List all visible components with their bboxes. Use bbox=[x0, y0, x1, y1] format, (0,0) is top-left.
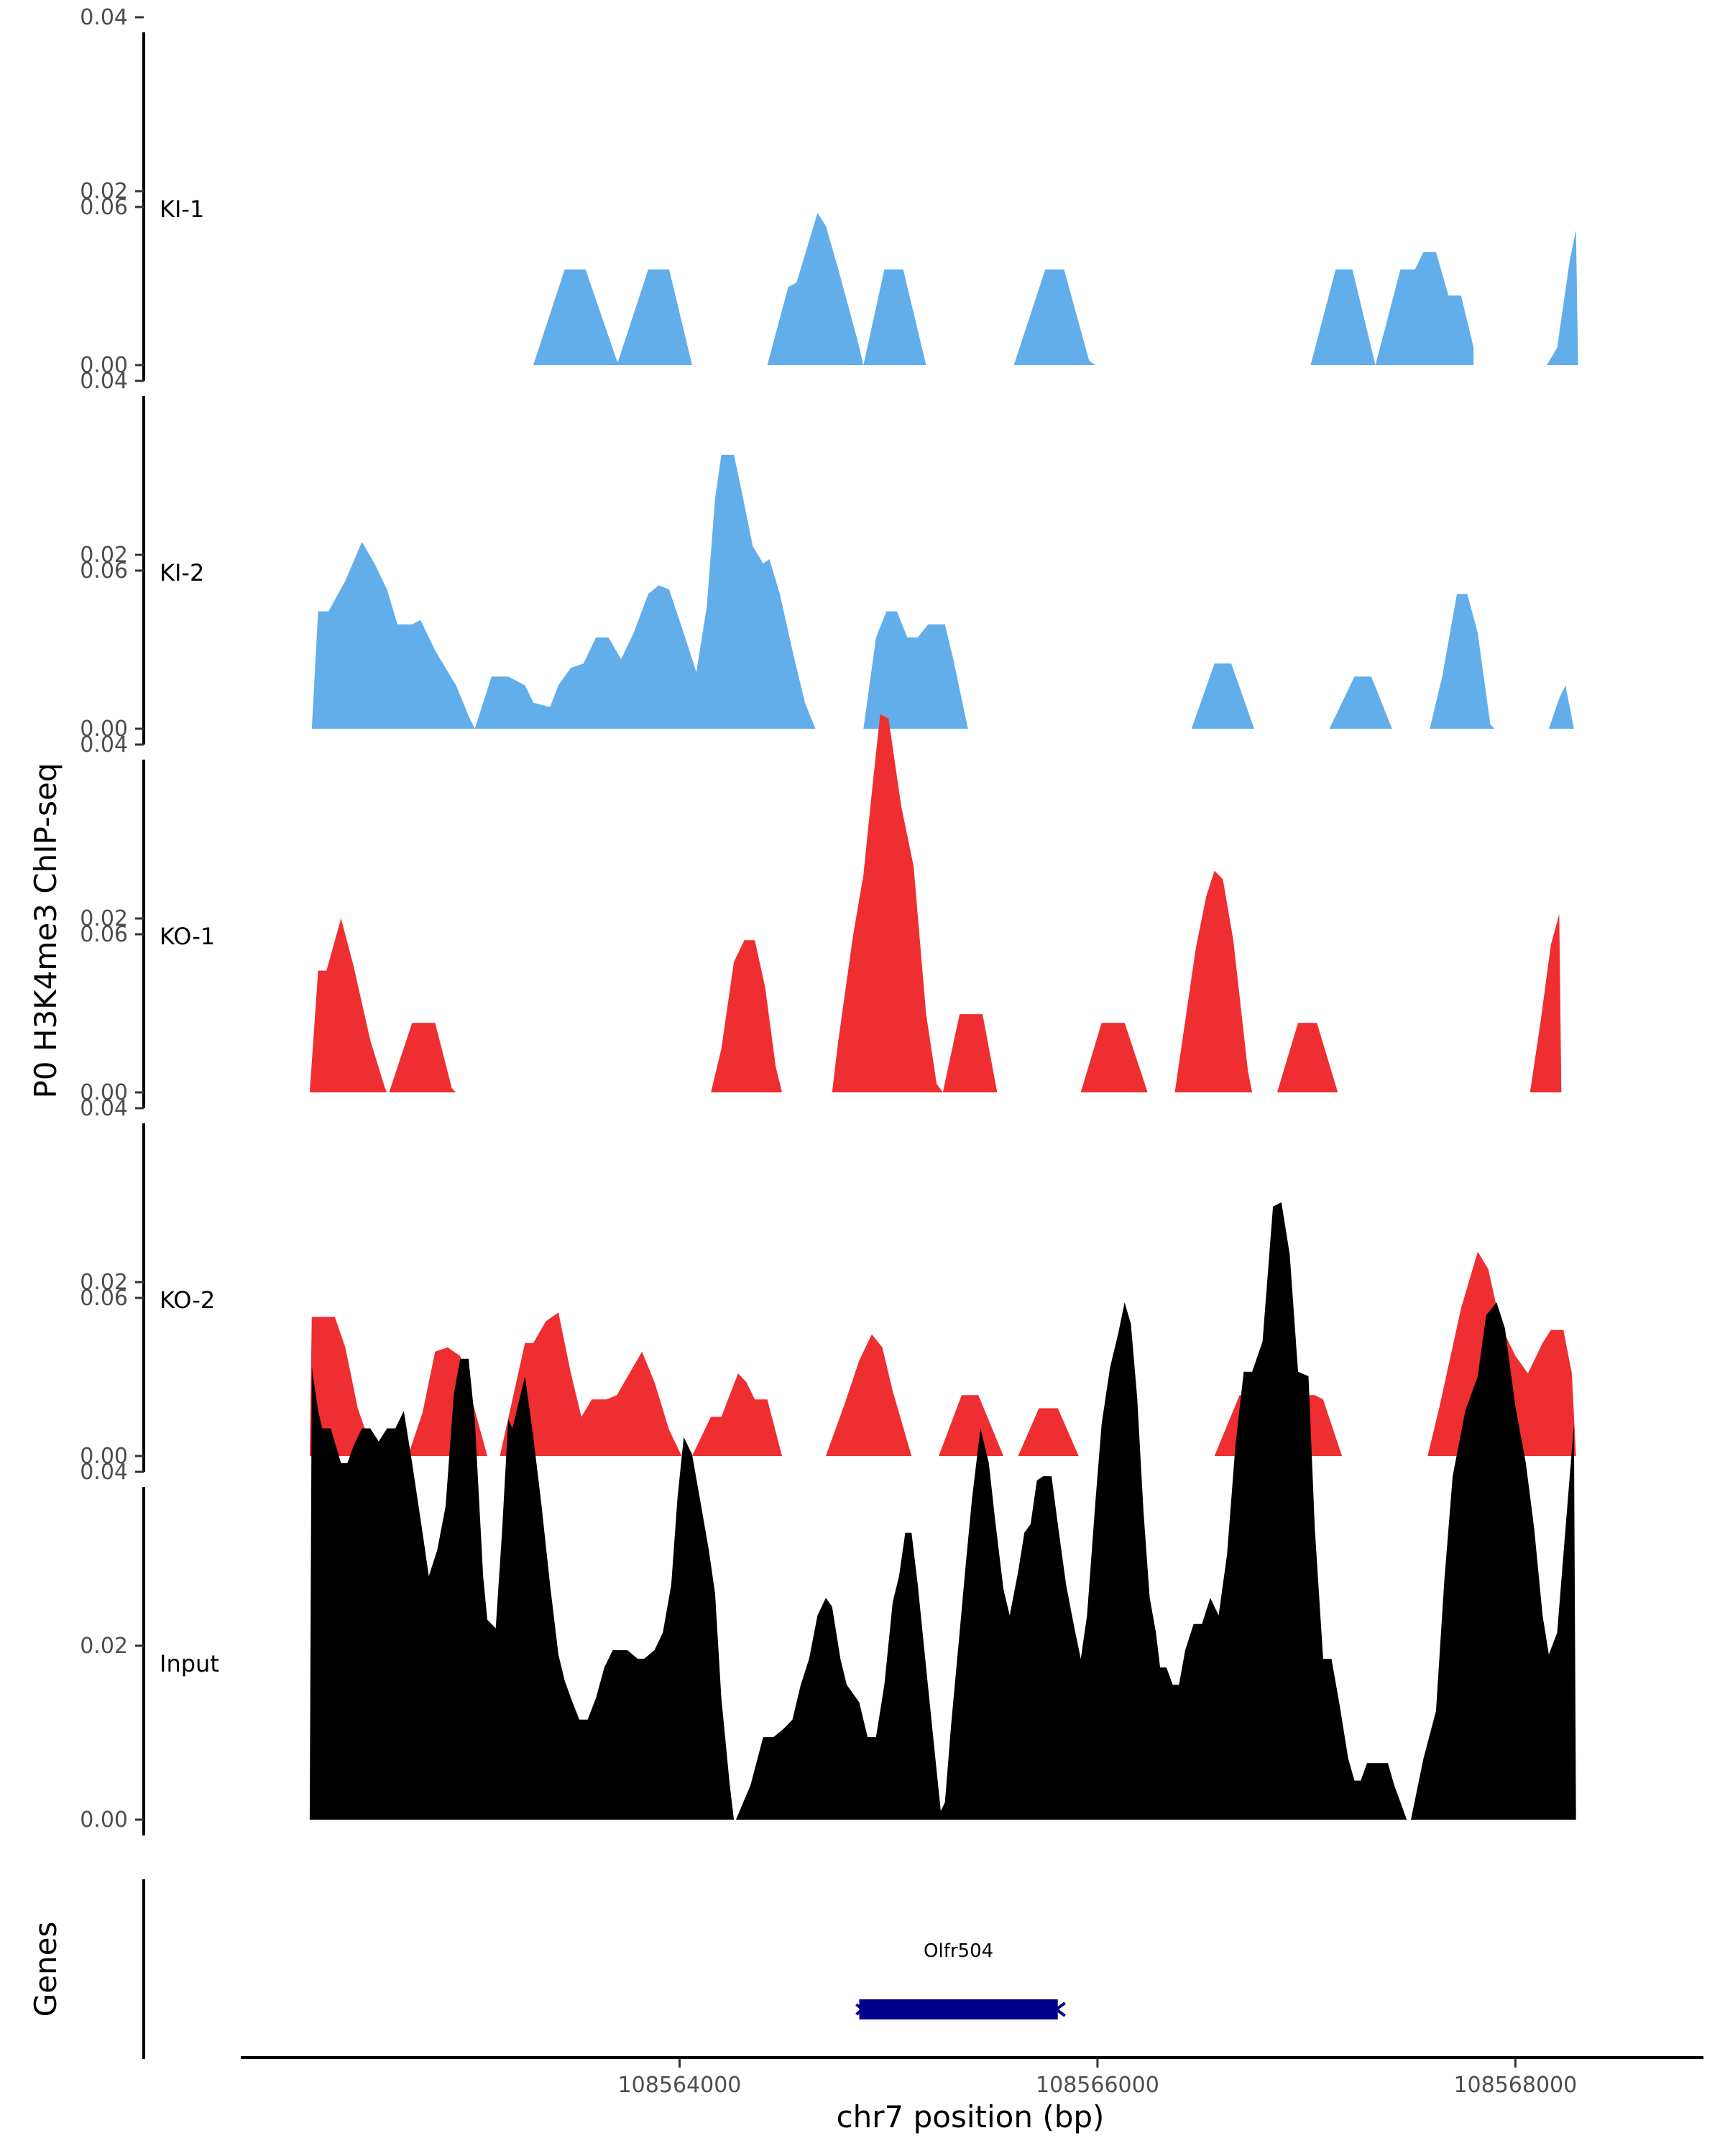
track-ko-1: 0.00 0.02 0.04 0.06 KO-1 bbox=[80, 558, 1562, 1108]
signal-area-ko-1 bbox=[309, 714, 1562, 1092]
y-tick-label: 0.02 bbox=[80, 906, 128, 931]
track-label-input: Input bbox=[160, 1650, 219, 1677]
track-ki-1: 0.00 0.02 0.04 0.06 KI-1 bbox=[80, 5, 1578, 381]
track-ko-2: 0.00 0.02 0.04 0.06 KO-2 bbox=[80, 922, 1576, 1472]
y-tick-label: 0.06 bbox=[80, 1286, 128, 1311]
signal-area-input bbox=[309, 1202, 1576, 1820]
signal-area-ko-2 bbox=[309, 1251, 1576, 1456]
y-tick-label: 0.00 bbox=[80, 717, 128, 742]
genes-track: Genes Olfr504 bbox=[28, 1879, 1066, 2059]
x-axis-title: chr7 position (bp) bbox=[837, 2099, 1105, 2134]
x-tick-label: 108566000 bbox=[1036, 2073, 1159, 2098]
x-tick-label: 108568000 bbox=[1453, 2073, 1577, 2098]
y-tick-label: 0.04 bbox=[80, 1460, 128, 1485]
x-axis: 108564000 108566000 108568000 chr7 positio… bbox=[241, 2056, 1703, 2134]
y-tick-label: 0.00 bbox=[80, 1080, 128, 1105]
gene-label-olfr504: Olfr504 bbox=[924, 1940, 993, 1962]
track-ki-2: 0.00 0.02 0.04 0.06 KI-2 bbox=[80, 195, 1574, 745]
y-tick-label: 0.06 bbox=[80, 922, 128, 947]
signal-area-ki-1 bbox=[533, 213, 1578, 365]
y-tick-label: 0.04 bbox=[80, 1096, 128, 1121]
y-tick-label: 0.02 bbox=[80, 1270, 128, 1295]
gene-strand-arrow bbox=[855, 2001, 1066, 2017]
y-tick-label: 0.06 bbox=[80, 195, 128, 220]
track-label-ko-1: KO-1 bbox=[160, 923, 215, 950]
y-tick-label: 0.00 bbox=[80, 1807, 128, 1833]
y-tick-label: 0.00 bbox=[80, 1444, 128, 1469]
y-tick-label: 0.04 bbox=[80, 732, 128, 757]
y-axis-title: P0 H3K4me3 ChIP-seq bbox=[28, 763, 63, 1098]
signal-area-ki-2 bbox=[311, 454, 1574, 729]
gene-layer: Olfr504 bbox=[855, 1940, 1066, 2019]
y-tick-label: 0.00 bbox=[80, 353, 128, 378]
y-tick-label: 0.04 bbox=[80, 5, 128, 30]
y-tick-label: 0.02 bbox=[80, 1634, 128, 1659]
gene-body-olfr504 bbox=[859, 1999, 1058, 2019]
track-label-ki-2: KI-2 bbox=[160, 559, 204, 586]
y-tick-label: 0.04 bbox=[80, 369, 128, 394]
track-label-ko-2: KO-2 bbox=[160, 1286, 215, 1314]
x-ticks: 108564000 108566000 108568000 bbox=[618, 2059, 1577, 2098]
tracks-layer: 0.00 0.02 0.04 0.06 KI-1 0.00 0.02 0.04 0.06 KI-2… bbox=[80, 5, 1578, 1835]
y-tick-label: 0.06 bbox=[80, 558, 128, 584]
y-tick-label: 0.02 bbox=[80, 179, 128, 204]
x-tick-label: 108564000 bbox=[618, 2073, 742, 2098]
track-input: 0.00 0.02 0.04 0.06 Input bbox=[80, 1202, 1576, 1835]
y-tick-label: 0.02 bbox=[80, 543, 128, 568]
genes-track-label: Genes bbox=[28, 1922, 63, 2017]
track-label-ki-1: KI-1 bbox=[160, 195, 204, 223]
